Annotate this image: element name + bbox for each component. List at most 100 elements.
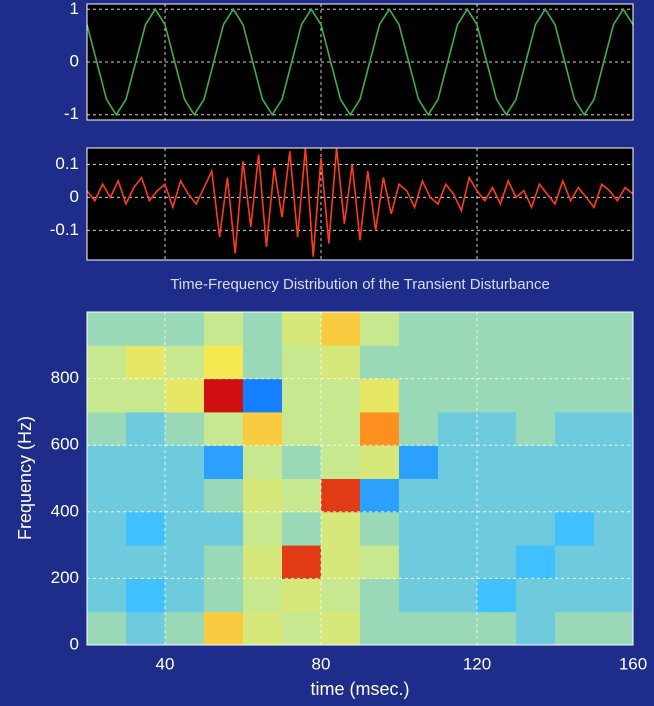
heatmap-cell (477, 545, 517, 579)
heatmap-cell (243, 312, 283, 346)
heatmap-cell (243, 611, 283, 645)
heatmap-cell (594, 312, 633, 346)
heatmap-cell (126, 478, 166, 513)
heatmap-cell (204, 411, 244, 446)
heatmap-cell (87, 578, 127, 613)
heatmap-cell (87, 478, 127, 513)
heatmap-cell (399, 445, 439, 479)
heatmap-cell (204, 478, 244, 513)
heatmap-cell (321, 411, 361, 446)
heatmap-cell (360, 611, 400, 645)
heatmap-cell (516, 478, 556, 513)
heatmap-cell (126, 312, 166, 346)
heatmap-cell (438, 411, 478, 446)
heatmap-cell (555, 378, 595, 413)
heatmap-cell (321, 611, 361, 645)
heatmap-cell (360, 478, 400, 513)
heatmap-cell (555, 411, 595, 446)
y-tick-label: 1 (70, 0, 79, 18)
heatmap-cell (360, 445, 400, 479)
heatmap-cell (243, 345, 283, 380)
heatmap-cell (438, 312, 478, 346)
heatmap-cell (438, 511, 478, 546)
plot-frame (86, 3, 634, 121)
heatmap-cell (516, 445, 556, 479)
heatmap-cell (438, 378, 478, 413)
y-tick-label: 0 (70, 51, 79, 70)
chart-title: Time-Frequency Distribution of the Trans… (170, 276, 550, 293)
y-tick-label: -0.1 (50, 220, 79, 239)
plot-area (87, 4, 633, 120)
x-tick-label: 160 (619, 654, 647, 673)
x-tick-label: 40 (156, 654, 175, 673)
heatmap-cell (399, 345, 439, 380)
heatmap-cell (204, 611, 244, 645)
heatmap-cell (321, 378, 361, 413)
heatmap-cell (87, 345, 127, 380)
heatmap-cell (360, 511, 400, 546)
y-tick-label: 0.1 (55, 154, 79, 173)
y-tick-label: 200 (51, 568, 79, 587)
heatmap-cell (282, 345, 322, 380)
heatmap-cell (126, 511, 166, 546)
heatmap-cell (477, 511, 517, 546)
heatmap-cell (204, 312, 244, 346)
y-tick-label: 0 (70, 634, 79, 653)
plot-frame (86, 147, 634, 261)
heatmap-cell (477, 411, 517, 446)
heatmap-cell (87, 378, 127, 413)
y-tick-label: 400 (51, 501, 79, 520)
y-tick-label: -1 (64, 104, 79, 123)
y-axis-label: Frequency (Hz) (15, 416, 35, 540)
heatmap-cell (555, 345, 595, 380)
heatmap-cell (321, 345, 361, 380)
heatmap-cell (282, 511, 322, 546)
heatmap-cell (438, 578, 478, 613)
heatmap-cell (477, 578, 517, 613)
heatmap-cell (360, 312, 400, 346)
heatmap-cell (87, 511, 127, 546)
plot-background (87, 148, 633, 260)
heatmap-cell (165, 578, 205, 613)
heatmap-cell (516, 411, 556, 446)
heatmap-cell (282, 411, 322, 446)
heatmap-cell (204, 578, 244, 613)
plot-area (87, 148, 633, 260)
heatmap-cell (594, 345, 633, 380)
heatmap-cell (165, 478, 205, 513)
heatmap-cell (165, 345, 205, 380)
heatmap-cell (516, 578, 556, 613)
heatmap-cell (126, 378, 166, 413)
heatmap-cell (438, 345, 478, 380)
y-tick-label: 0 (70, 187, 79, 206)
heatmap-cell (477, 378, 517, 413)
heatmap-cell (399, 478, 439, 513)
heatmap-cell (87, 545, 127, 579)
heatmap-cell (516, 611, 556, 645)
heatmap-cell (87, 411, 127, 446)
x-tick-label: 120 (463, 654, 491, 673)
heatmap-cell (555, 578, 595, 613)
heatmap-cell (555, 545, 595, 579)
heatmap-cell (477, 345, 517, 380)
heatmap-cell (243, 478, 283, 513)
heatmap-cell (126, 345, 166, 380)
heatmap-cell (282, 445, 322, 479)
plot-area (87, 312, 633, 645)
heatmap-cell (360, 378, 400, 413)
heatmap-cell (165, 312, 205, 346)
x-tick-label: 80 (312, 654, 331, 673)
heatmap-cell (243, 411, 283, 446)
heatmap-cell (360, 578, 400, 613)
heatmap-cell (477, 312, 517, 346)
heatmap-cell (126, 411, 166, 446)
heatmap-cell (321, 545, 361, 579)
heatmap-cell (438, 445, 478, 479)
heatmap-cell (594, 578, 633, 613)
signal-line (87, 148, 633, 257)
heatmap-cell (282, 478, 322, 513)
y-tick-label: 800 (51, 368, 79, 387)
heatmap-cell (516, 312, 556, 346)
heatmap-cell (321, 478, 361, 513)
heatmap-cell (165, 545, 205, 579)
